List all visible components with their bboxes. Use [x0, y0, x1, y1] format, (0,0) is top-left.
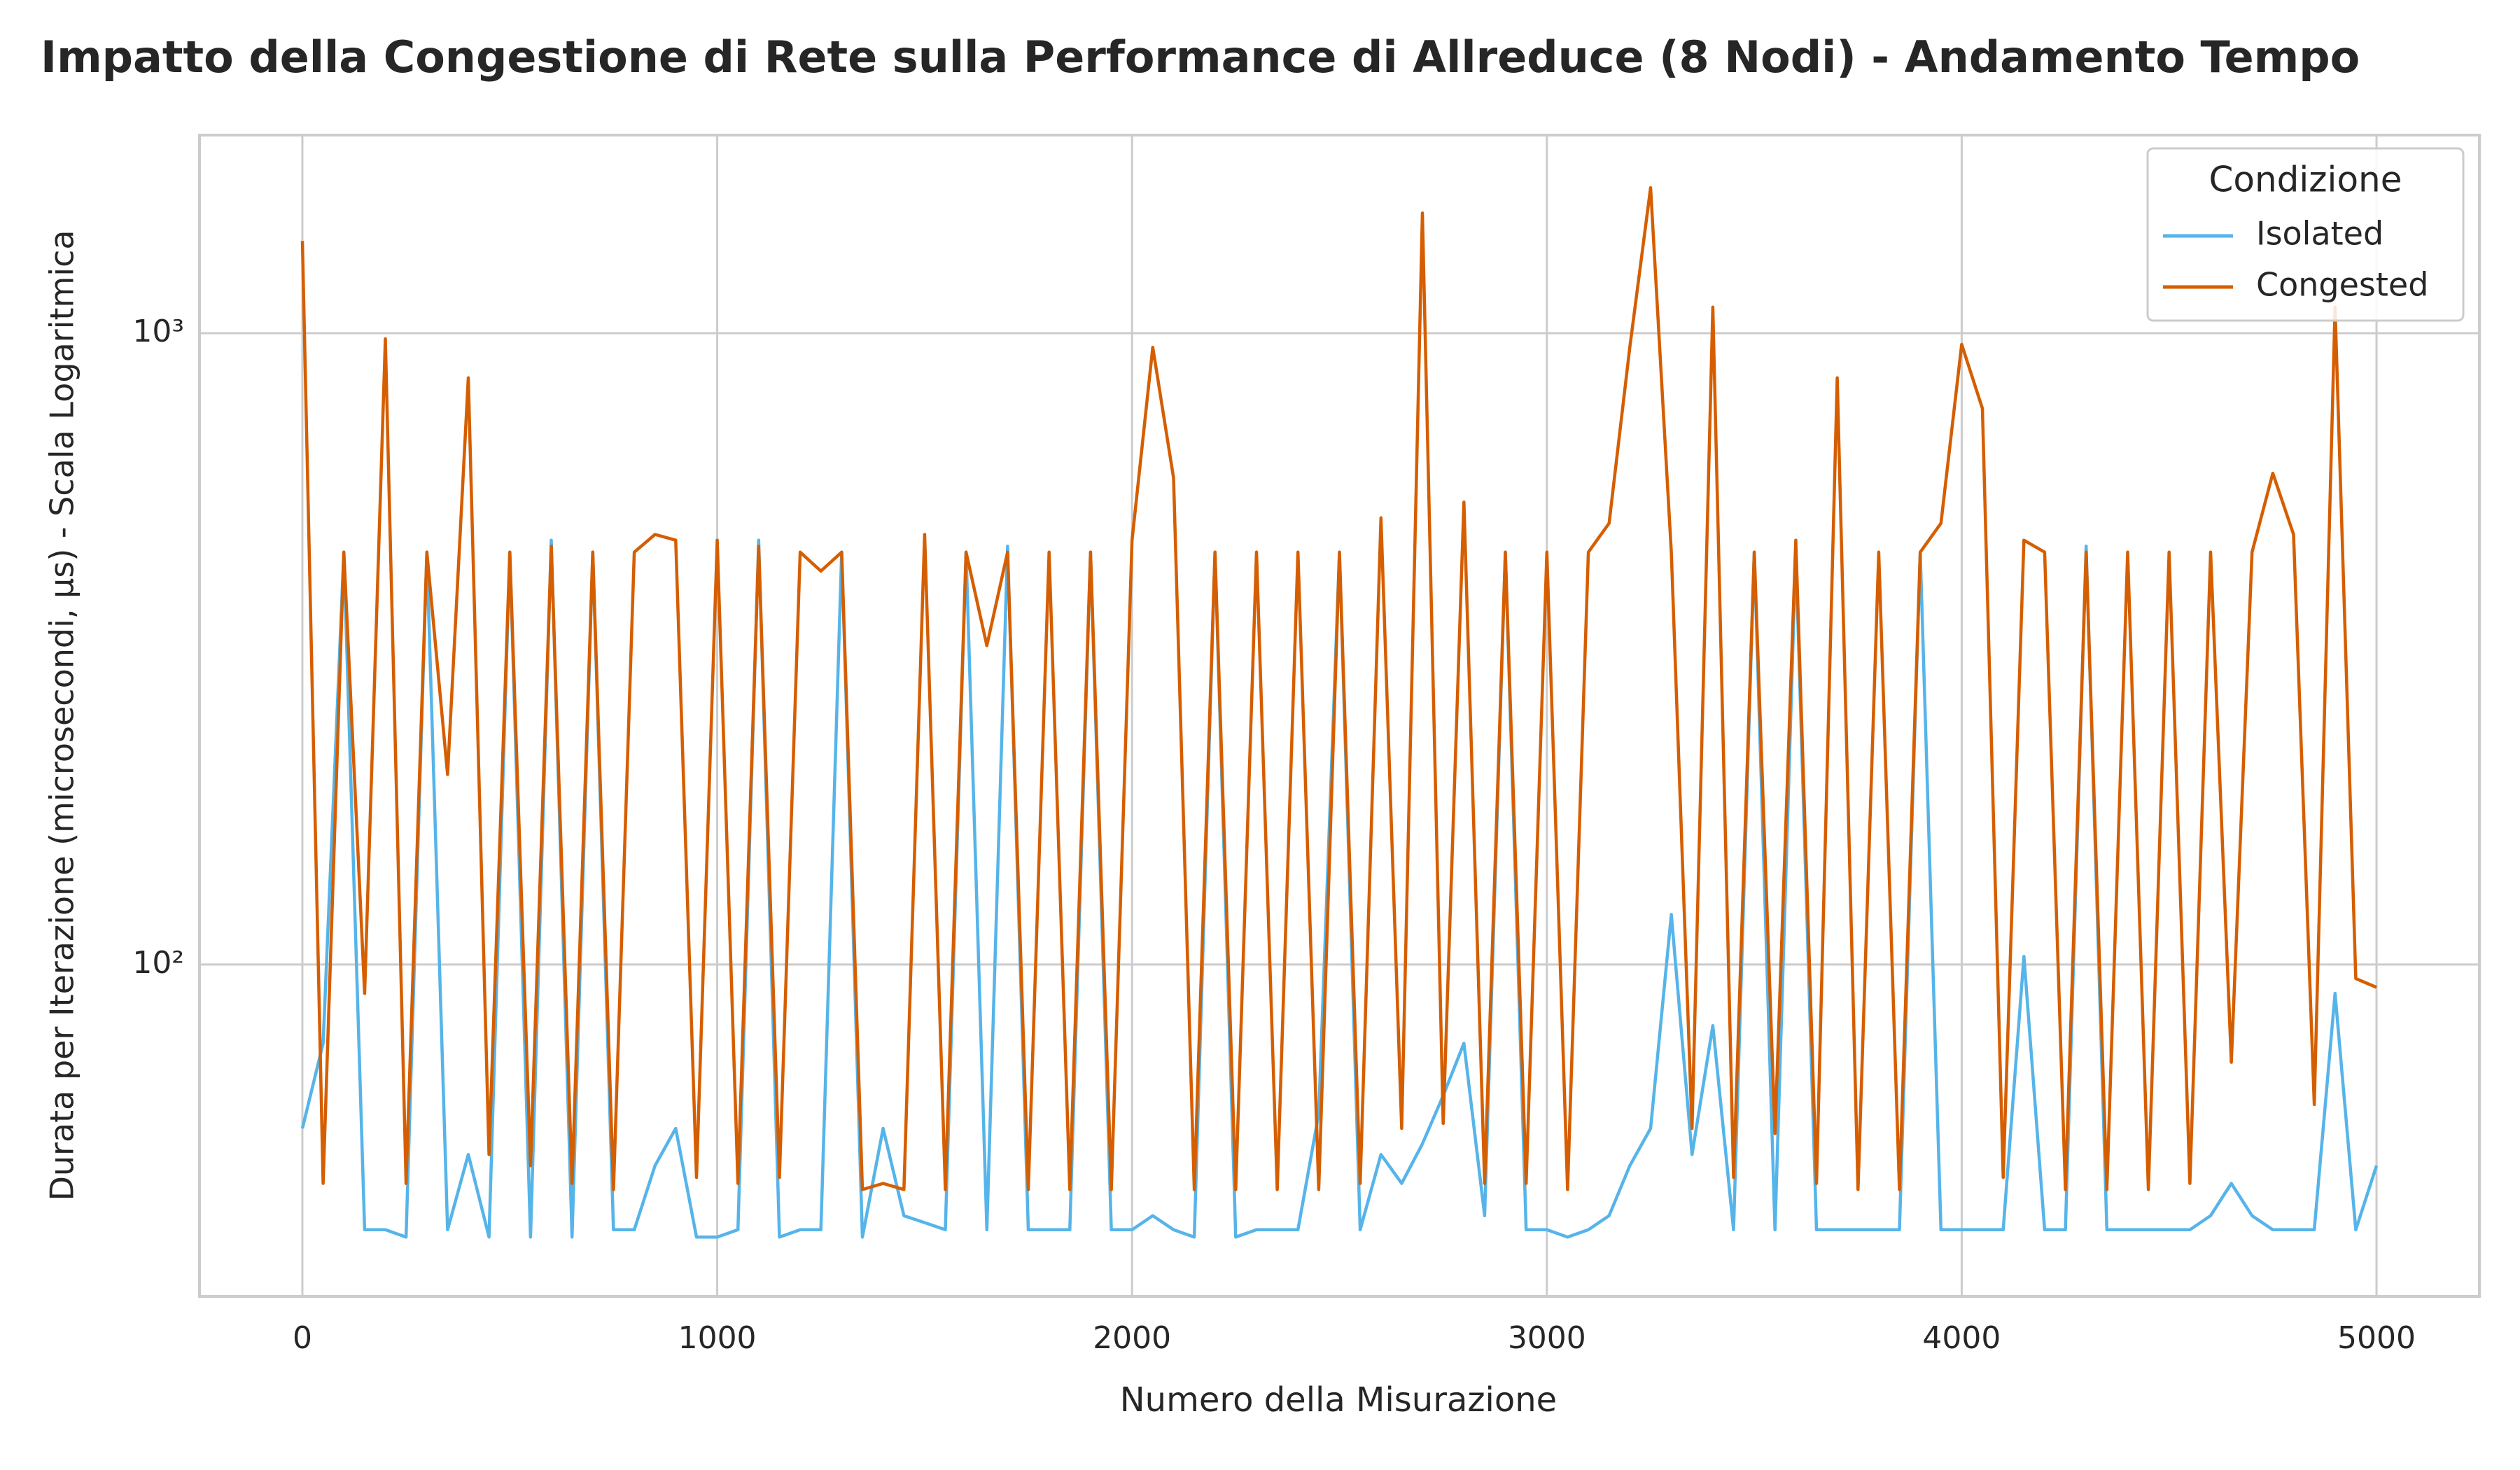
x-axis-label: Numero della Misurazione — [1120, 1380, 1557, 1420]
legend-box — [2146, 147, 2465, 322]
x-tick-label: 4000 — [1922, 1320, 2001, 1356]
x-tick-label: 5000 — [2337, 1320, 2416, 1356]
x-tick-label: 1000 — [678, 1320, 757, 1356]
chart-title: Impatto della Congestione di Rete sulla … — [41, 31, 2360, 83]
y-axis-label: Durata per Iterazione (microsecondi, µs)… — [43, 230, 81, 1200]
x-tick-label: 2000 — [1093, 1320, 1171, 1356]
x-tick-label: 3000 — [1508, 1320, 1586, 1356]
x-tick-label: 0 — [293, 1320, 312, 1356]
legend-title: Condizione — [2208, 160, 2402, 200]
legend-label: Isolated — [2256, 215, 2384, 253]
legend-label: Congested — [2256, 266, 2428, 304]
y-tick-label: 10² — [132, 945, 184, 981]
y-tick-label: 10³ — [132, 314, 184, 349]
series-line — [300, 186, 2377, 1191]
plot-frame — [198, 134, 2481, 1298]
